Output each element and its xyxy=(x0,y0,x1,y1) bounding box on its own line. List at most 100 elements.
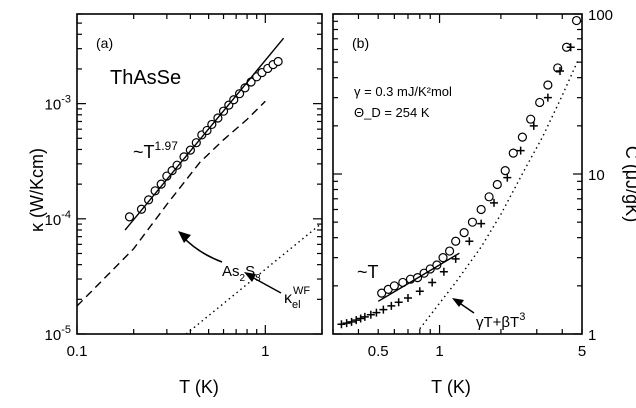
data-point xyxy=(337,320,346,329)
data-point xyxy=(535,97,545,108)
dotted-line xyxy=(185,222,323,335)
panel-a-label: (a) xyxy=(96,35,113,51)
gamma-text: γ = 0.3 mJ/K²mol xyxy=(354,84,452,99)
data-point xyxy=(143,195,154,205)
x-tick-label: 0.1 xyxy=(67,343,88,360)
panel-1-frame xyxy=(332,13,583,335)
data-point xyxy=(356,314,365,323)
data-point xyxy=(465,237,474,246)
panel-0-series-2 xyxy=(76,100,266,307)
data-point xyxy=(566,43,575,52)
y-tick-label: 10-5 xyxy=(45,324,71,344)
power-law-annotation: ~T1.97 xyxy=(133,139,178,162)
panel-0-frame xyxy=(76,13,323,335)
data-point xyxy=(387,301,396,310)
data-point xyxy=(150,186,160,196)
x-tick-label: 1 xyxy=(435,343,443,360)
panel-b-ylabel: C (μJ/gK) xyxy=(622,146,636,222)
data-point xyxy=(543,93,552,102)
panel-b-xlabel: T (K) xyxy=(431,377,471,397)
panel-1-series-3 xyxy=(419,59,580,330)
as2s3-annotation: As2S3 xyxy=(222,263,261,284)
data-point xyxy=(172,160,182,170)
data-point xyxy=(492,179,502,190)
data-point xyxy=(379,305,388,314)
y-tick-label: 10 xyxy=(588,167,605,184)
dashed-line xyxy=(76,100,266,307)
panel-0-plot: 0.1 1 10-5 10-4 10-3 xyxy=(45,13,323,360)
as2s3-arrow-head xyxy=(178,231,191,243)
data-point xyxy=(477,219,486,228)
panel-a: (a) ThAsSe κ (W/Kcm) T (K) ~T1.97 As2S3 … xyxy=(27,35,310,397)
solid-line xyxy=(124,37,285,231)
data-point xyxy=(352,316,361,325)
theta-text: Θ_D = 254 K xyxy=(354,105,430,120)
data-point xyxy=(428,278,437,287)
data-point xyxy=(503,173,512,182)
panel-b-label: (b) xyxy=(352,35,369,51)
data-point xyxy=(439,267,448,276)
data-point xyxy=(490,198,499,207)
panel-a-xlabel: T (K) xyxy=(179,377,219,397)
data-point xyxy=(516,146,525,155)
y-tick-label: 10-4 xyxy=(45,209,71,229)
x-tick-label: 1 xyxy=(261,343,269,360)
data-point xyxy=(394,298,403,307)
data-point xyxy=(556,67,565,76)
panel-b: (b) γ = 0.3 mJ/K²mol Θ_D = 254 K C (μJ/g… xyxy=(352,35,636,397)
linear-annotation: ~T xyxy=(357,262,379,282)
data-point xyxy=(124,212,135,222)
data-point xyxy=(156,179,166,189)
y-tick-label: 1 xyxy=(588,327,596,344)
data-point xyxy=(444,246,455,256)
x-tick-label: 0.5 xyxy=(368,343,389,360)
data-point xyxy=(451,236,461,246)
data-point xyxy=(529,121,538,130)
panel-1-series-1 xyxy=(337,43,575,329)
as2s3-arrow xyxy=(181,235,223,263)
panel-1-series-2 xyxy=(377,252,460,302)
data-point xyxy=(179,152,189,162)
solid-line xyxy=(377,252,460,302)
data-point xyxy=(517,132,528,142)
data-point xyxy=(484,192,494,202)
data-point xyxy=(273,56,283,67)
data-point xyxy=(543,80,553,90)
data-point xyxy=(403,293,412,302)
data-point xyxy=(467,217,478,227)
dotted-line xyxy=(419,59,580,330)
data-point xyxy=(342,319,351,328)
panel-1-series-0 xyxy=(377,15,582,298)
y-tick-label: 10-3 xyxy=(45,94,71,114)
data-point xyxy=(389,281,399,291)
power-law-prefix: ~T xyxy=(133,142,155,162)
panel-a-ylabel: κ (W/Kcm) xyxy=(27,148,47,232)
data-point xyxy=(526,114,536,124)
fit-annotation: γT+βT3 xyxy=(476,311,525,331)
panel-0-series-3 xyxy=(185,222,323,335)
data-point xyxy=(500,166,510,176)
kappa-el-annotation: κelWF xyxy=(284,285,310,311)
kappa-el-arrow xyxy=(249,275,282,294)
data-point xyxy=(508,148,518,158)
data-point xyxy=(415,287,424,296)
data-point xyxy=(366,310,375,319)
data-point xyxy=(372,308,381,317)
data-point xyxy=(360,312,369,321)
panel-0-series-1 xyxy=(124,37,285,231)
y-tick-label: 100 xyxy=(588,7,613,24)
x-tick-label: 5 xyxy=(578,343,586,360)
data-point xyxy=(476,204,486,215)
data-point xyxy=(347,317,356,326)
data-point xyxy=(438,253,448,263)
data-point xyxy=(571,15,582,26)
fit-arrow-head xyxy=(452,298,464,307)
annotation-arrows xyxy=(178,231,475,314)
data-point xyxy=(234,89,245,99)
data-point xyxy=(459,228,469,238)
power-law-exp: 1.97 xyxy=(155,139,179,153)
data-point xyxy=(451,254,460,263)
